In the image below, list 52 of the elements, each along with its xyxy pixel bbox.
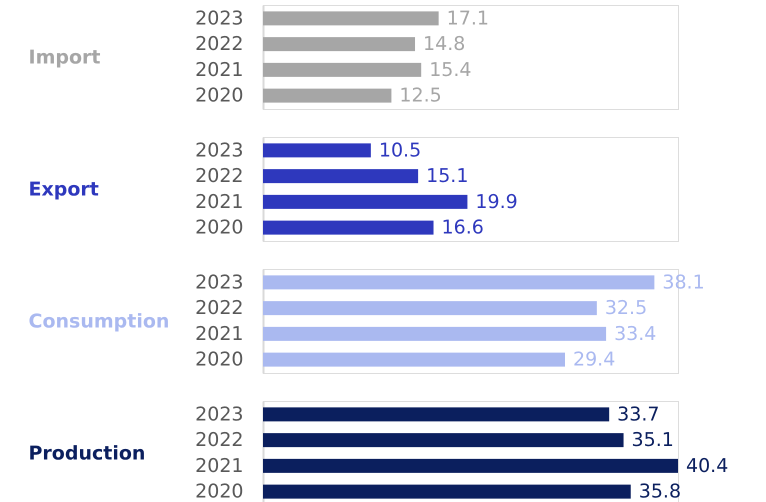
bar bbox=[263, 352, 566, 367]
bar bbox=[263, 143, 371, 158]
y-tick-label: 2023 bbox=[195, 7, 244, 30]
y-tick-label: 2021 bbox=[195, 322, 244, 345]
y-tick-label: 2021 bbox=[195, 190, 244, 213]
y-tick-label: 2022 bbox=[195, 33, 244, 56]
y-tick-label: 2023 bbox=[195, 139, 244, 162]
data-label: 17.1 bbox=[446, 7, 489, 30]
y-tick-label: 2022 bbox=[195, 429, 244, 452]
data-label: 32.5 bbox=[604, 297, 648, 320]
bar bbox=[263, 169, 418, 184]
bar bbox=[263, 194, 468, 209]
data-label: 16.6 bbox=[442, 216, 484, 239]
bar bbox=[263, 62, 422, 77]
data-label: 15.4 bbox=[429, 58, 472, 81]
data-label: 14.8 bbox=[423, 33, 466, 56]
y-tick-label: 2022 bbox=[195, 165, 244, 188]
data-label: 40.4 bbox=[686, 454, 728, 477]
data-label: 35.8 bbox=[638, 480, 682, 502]
bar bbox=[263, 11, 439, 26]
bar bbox=[263, 407, 610, 422]
data-label: 10.5 bbox=[378, 139, 422, 162]
y-tick-label: 2020 bbox=[195, 84, 244, 107]
bar bbox=[263, 88, 392, 103]
bar bbox=[263, 433, 624, 448]
y-tick-label: 2021 bbox=[195, 454, 244, 477]
y-tick-label: 2020 bbox=[195, 348, 244, 371]
y-tick-label: 2021 bbox=[195, 58, 244, 81]
data-label: 29.4 bbox=[573, 348, 616, 371]
y-tick-label: 2020 bbox=[195, 216, 244, 239]
data-label: 35.1 bbox=[632, 429, 674, 452]
data-label: 33.4 bbox=[614, 322, 656, 345]
bar bbox=[263, 301, 597, 316]
bar bbox=[263, 458, 678, 473]
data-label: 33.7 bbox=[617, 403, 660, 426]
y-axis-title: Import bbox=[28, 46, 100, 68]
data-label: 12.5 bbox=[399, 84, 442, 107]
y-tick-label: 2023 bbox=[195, 403, 244, 426]
y-tick-label: 2020 bbox=[195, 480, 244, 502]
y-tick-label: 2023 bbox=[195, 271, 244, 294]
bar bbox=[263, 37, 416, 52]
y-axis-title: Consumption bbox=[28, 310, 170, 332]
data-label: 19.9 bbox=[475, 190, 518, 213]
bar bbox=[263, 326, 606, 341]
bar bbox=[263, 220, 434, 235]
data-label: 15.1 bbox=[426, 165, 468, 188]
y-axis-title: Export bbox=[28, 178, 99, 200]
bar bbox=[263, 275, 654, 290]
data-label: 38.1 bbox=[662, 271, 705, 294]
y-tick-label: 2022 bbox=[195, 297, 244, 320]
bar bbox=[263, 484, 631, 499]
y-axis-title: Production bbox=[28, 442, 146, 464]
